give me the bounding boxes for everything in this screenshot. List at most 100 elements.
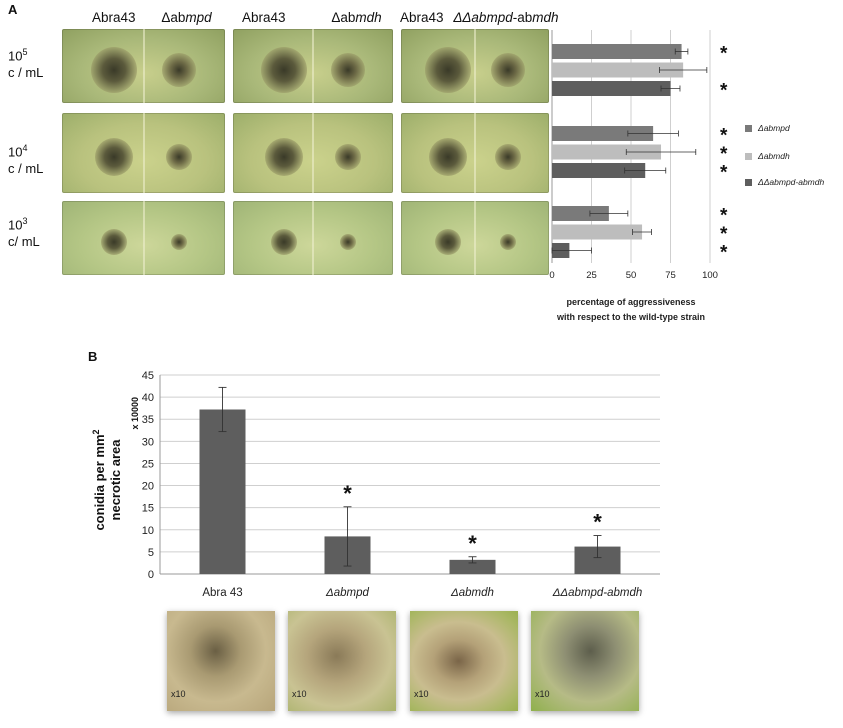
y-axis-label-line2: necrotic area bbox=[108, 439, 123, 521]
leaf-photo-r1-c3 bbox=[401, 29, 549, 103]
lesion-photo-2: x10 bbox=[288, 611, 396, 711]
significance-star: * bbox=[720, 144, 728, 165]
bar bbox=[552, 44, 682, 59]
lesion-photo-3: x10 bbox=[410, 611, 518, 711]
magnification-label: x10 bbox=[414, 689, 429, 699]
y-tick-label: 45 bbox=[142, 370, 154, 382]
mutant-lesion bbox=[331, 52, 366, 87]
col-label-2: Abra43 Δabmdh bbox=[242, 10, 382, 25]
leaf-midrib bbox=[474, 201, 476, 275]
legend-swatch bbox=[745, 125, 752, 132]
x-category-label: Δabmpd bbox=[325, 587, 369, 599]
bar bbox=[199, 409, 246, 574]
col-label-1-mut-italic: mpd bbox=[185, 10, 212, 25]
y-tick-label: 25 bbox=[142, 458, 154, 470]
conidia-chart: 0 5 10 15 20 25 30 35 40 45 Abra 43 * Δabmpd * Δabmdh *… bbox=[91, 370, 660, 599]
col-label-3-mut-suffix-italic: mdh bbox=[532, 10, 559, 25]
wildtype-lesion bbox=[261, 46, 308, 93]
leaf-photo-r3-c3 bbox=[401, 201, 549, 275]
wildtype-lesion bbox=[265, 138, 304, 176]
lesion-photo-4: x10 bbox=[531, 611, 639, 711]
wildtype-lesion bbox=[435, 228, 462, 255]
legend-label: Δabmpd bbox=[757, 123, 790, 133]
col-label-1-wt: Abra43 bbox=[92, 10, 136, 25]
bar bbox=[449, 559, 496, 574]
wildtype-lesion bbox=[101, 228, 128, 255]
lesion-photo-1: x10 bbox=[167, 611, 275, 711]
legend-swatch bbox=[745, 153, 752, 160]
significance-star: * bbox=[720, 81, 728, 102]
col-label-2-mut-prefix: Δab bbox=[331, 10, 356, 25]
significance-star: * bbox=[468, 531, 477, 556]
x-tick-label: 25 bbox=[586, 270, 597, 281]
mutant-lesion bbox=[166, 144, 193, 170]
x-category-label: Abra 43 bbox=[202, 587, 242, 599]
mutant-lesion bbox=[335, 144, 362, 170]
leaf-photo-r3-c2 bbox=[233, 201, 393, 275]
leaf-midrib bbox=[312, 201, 314, 275]
col-label-3-mut-suffix: -ab bbox=[512, 10, 533, 25]
col-label-3-mut-italic: ΔΔabmpd bbox=[453, 10, 513, 25]
col-label-1: Abra43 Δabmpd bbox=[92, 10, 212, 25]
col-label-3: Abra43 ΔΔabmpd-abmdh bbox=[400, 10, 559, 25]
bar bbox=[552, 224, 643, 240]
x-tick-label: 75 bbox=[665, 270, 676, 281]
significance-star: * bbox=[343, 481, 352, 506]
wildtype-lesion bbox=[95, 138, 134, 176]
y-tick-label: 15 bbox=[142, 503, 154, 515]
x-category-label: Δabmdh bbox=[450, 587, 494, 599]
row-label-1: 105 c / mL bbox=[8, 44, 43, 81]
leaf-photo-r2-c2 bbox=[233, 113, 393, 193]
col-label-1-mut-prefix: Δab bbox=[161, 10, 186, 25]
col-label-2-wt: Abra43 bbox=[242, 10, 286, 25]
leaf-midrib bbox=[312, 29, 314, 103]
row-label-2: 104 c / mL bbox=[8, 140, 43, 177]
mutant-lesion bbox=[499, 233, 516, 250]
significance-star: * bbox=[593, 510, 602, 535]
x-axis-label-line2: with respect to the wild-type strain bbox=[556, 312, 705, 322]
x-category-label: ΔΔabmpd-abmdh bbox=[552, 587, 643, 599]
mutant-lesion bbox=[340, 233, 357, 250]
row-label-3-base: 10 bbox=[8, 217, 23, 233]
leaf-photo-r1-c1 bbox=[62, 29, 225, 103]
leaf-photo-r2-c1 bbox=[62, 113, 225, 193]
bar bbox=[552, 126, 654, 141]
y-axis-label-line1: conidia per mm2 bbox=[91, 429, 107, 530]
magnification-label: x10 bbox=[171, 689, 186, 699]
mutant-lesion bbox=[490, 52, 525, 87]
leaf-photo-r2-c3 bbox=[401, 113, 549, 193]
mutant-lesion bbox=[171, 233, 188, 250]
legend-label: ΔΔabmpd-abmdh bbox=[757, 177, 824, 187]
magnification-label: x10 bbox=[292, 689, 307, 699]
wildtype-lesion bbox=[91, 46, 138, 93]
leaf-photo-r1-c2 bbox=[233, 29, 393, 103]
row-label-1-exp: 5 bbox=[22, 47, 28, 57]
y-tick-label: 10 bbox=[142, 525, 154, 537]
y-tick-label: 30 bbox=[142, 436, 154, 448]
magnification-label: x10 bbox=[535, 689, 550, 699]
leaf-photo-r3-c1 bbox=[62, 201, 225, 275]
x-tick-label: 50 bbox=[626, 270, 637, 281]
y-axis-label-text: conidia per mm bbox=[92, 434, 107, 530]
row-label-1-base: 10 bbox=[8, 48, 23, 64]
y-tick-label: 0 bbox=[148, 569, 154, 581]
y-axis-label-sup: 2 bbox=[91, 429, 101, 434]
row-label-2-exp: 4 bbox=[22, 143, 28, 153]
y-tick-label: 40 bbox=[142, 392, 154, 404]
aggressiveness-chart: 0 25 50 75 100********ΔabmpdΔabmdhΔΔabmpd-ab… bbox=[549, 30, 824, 322]
legend-label: Δabmdh bbox=[757, 151, 790, 161]
row-label-2-unit: c / mL bbox=[8, 161, 44, 177]
leaf-midrib bbox=[474, 29, 476, 103]
significance-star: * bbox=[720, 44, 728, 65]
row-label-3: 103 c/ mL bbox=[8, 213, 40, 250]
wildtype-lesion bbox=[429, 138, 468, 176]
significance-star: * bbox=[720, 163, 728, 184]
y-multiplier: x 10000 bbox=[130, 397, 140, 430]
y-tick-label: 35 bbox=[142, 414, 154, 426]
bar bbox=[552, 206, 609, 221]
leaf-midrib bbox=[142, 201, 145, 275]
leaf-midrib bbox=[474, 113, 476, 193]
wildtype-lesion bbox=[271, 228, 298, 255]
panel-b-letter: B bbox=[88, 349, 98, 364]
legend-swatch bbox=[745, 179, 752, 186]
